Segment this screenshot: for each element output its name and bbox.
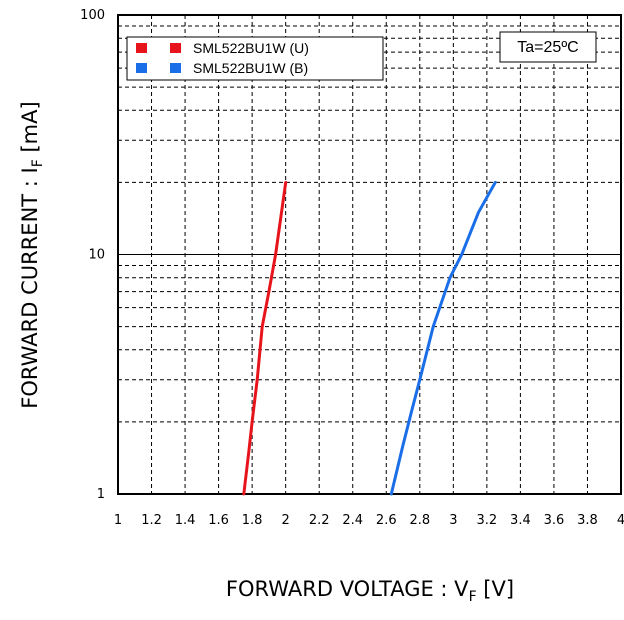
x-tick-label: 1.2: [141, 513, 162, 528]
x-tick-label: 2.6: [376, 513, 397, 528]
legend-swatch: [136, 43, 147, 53]
grid: [118, 15, 621, 494]
x-tick-label: 1.8: [242, 513, 263, 528]
legend-swatch: [136, 63, 147, 73]
ta-note-box: [499, 31, 597, 63]
x-tick-label: 3.6: [544, 513, 565, 528]
legend-swatch: [170, 43, 181, 53]
series-layer: [242, 180, 497, 496]
y-axis-title-main: FORWARD CURRENT : I: [18, 167, 42, 408]
y-axis-title-unit: [mA]: [18, 101, 42, 159]
series-line-2: [389, 180, 497, 496]
x-tick-label: 1.6: [208, 513, 229, 528]
x-tick-label: 3: [449, 513, 457, 528]
x-axis-title-subscript: F: [469, 589, 477, 605]
x-tick-label: 1: [114, 513, 122, 528]
legend-swatch: [170, 63, 181, 73]
y-axis-title-subscript: F: [30, 159, 46, 167]
y-tick-label: 1: [97, 487, 105, 502]
ta-note: Ta=25ºC: [499, 31, 597, 63]
y-tick-labels: 1 10 100: [80, 8, 105, 502]
x-tick-label: 2.4: [342, 513, 363, 528]
x-axis-title-unit: [V]: [477, 577, 514, 601]
x-axis-title: FORWARD VOLTAGE : VF [V]: [226, 577, 514, 605]
legend-label: SML522BU1W (U): [193, 40, 309, 56]
x-tick-labels: 1 1.2 1.4 1.6 1.8 2 2.2 2.4 2.6 2.8 3 3.2 3.4 3.6 3.8 4: [114, 513, 624, 528]
legend-label: SML522BU1W (B): [193, 60, 308, 76]
legend-item: SML522BU1W (U): [136, 40, 309, 56]
series-line-1: [242, 180, 288, 496]
y-tick-label: 10: [88, 248, 105, 263]
x-tick-label: 3.8: [577, 513, 598, 528]
y-tick-label: 100: [80, 8, 105, 23]
y-axis-title: FORWARD CURRENT : IF [mA]: [18, 101, 46, 408]
plot-frame: [117, 14, 622, 495]
ta-note-text: Ta=25ºC: [517, 39, 578, 56]
x-tick-label: 1.4: [175, 513, 196, 528]
x-tick-label: 3.2: [477, 513, 498, 528]
x-tick-label: 2.8: [409, 513, 430, 528]
x-tick-label: 3.4: [510, 513, 531, 528]
legend-box: [126, 36, 384, 81]
x-tick-label: 2: [282, 513, 290, 528]
legend: SML522BU1W (U) SML522BU1W (B): [126, 36, 384, 81]
x-tick-label: 4: [617, 513, 624, 528]
legend-item: SML522BU1W (B): [136, 60, 308, 76]
x-axis-title-main: FORWARD VOLTAGE : V: [226, 577, 469, 601]
x-tick-label: 2.2: [309, 513, 330, 528]
